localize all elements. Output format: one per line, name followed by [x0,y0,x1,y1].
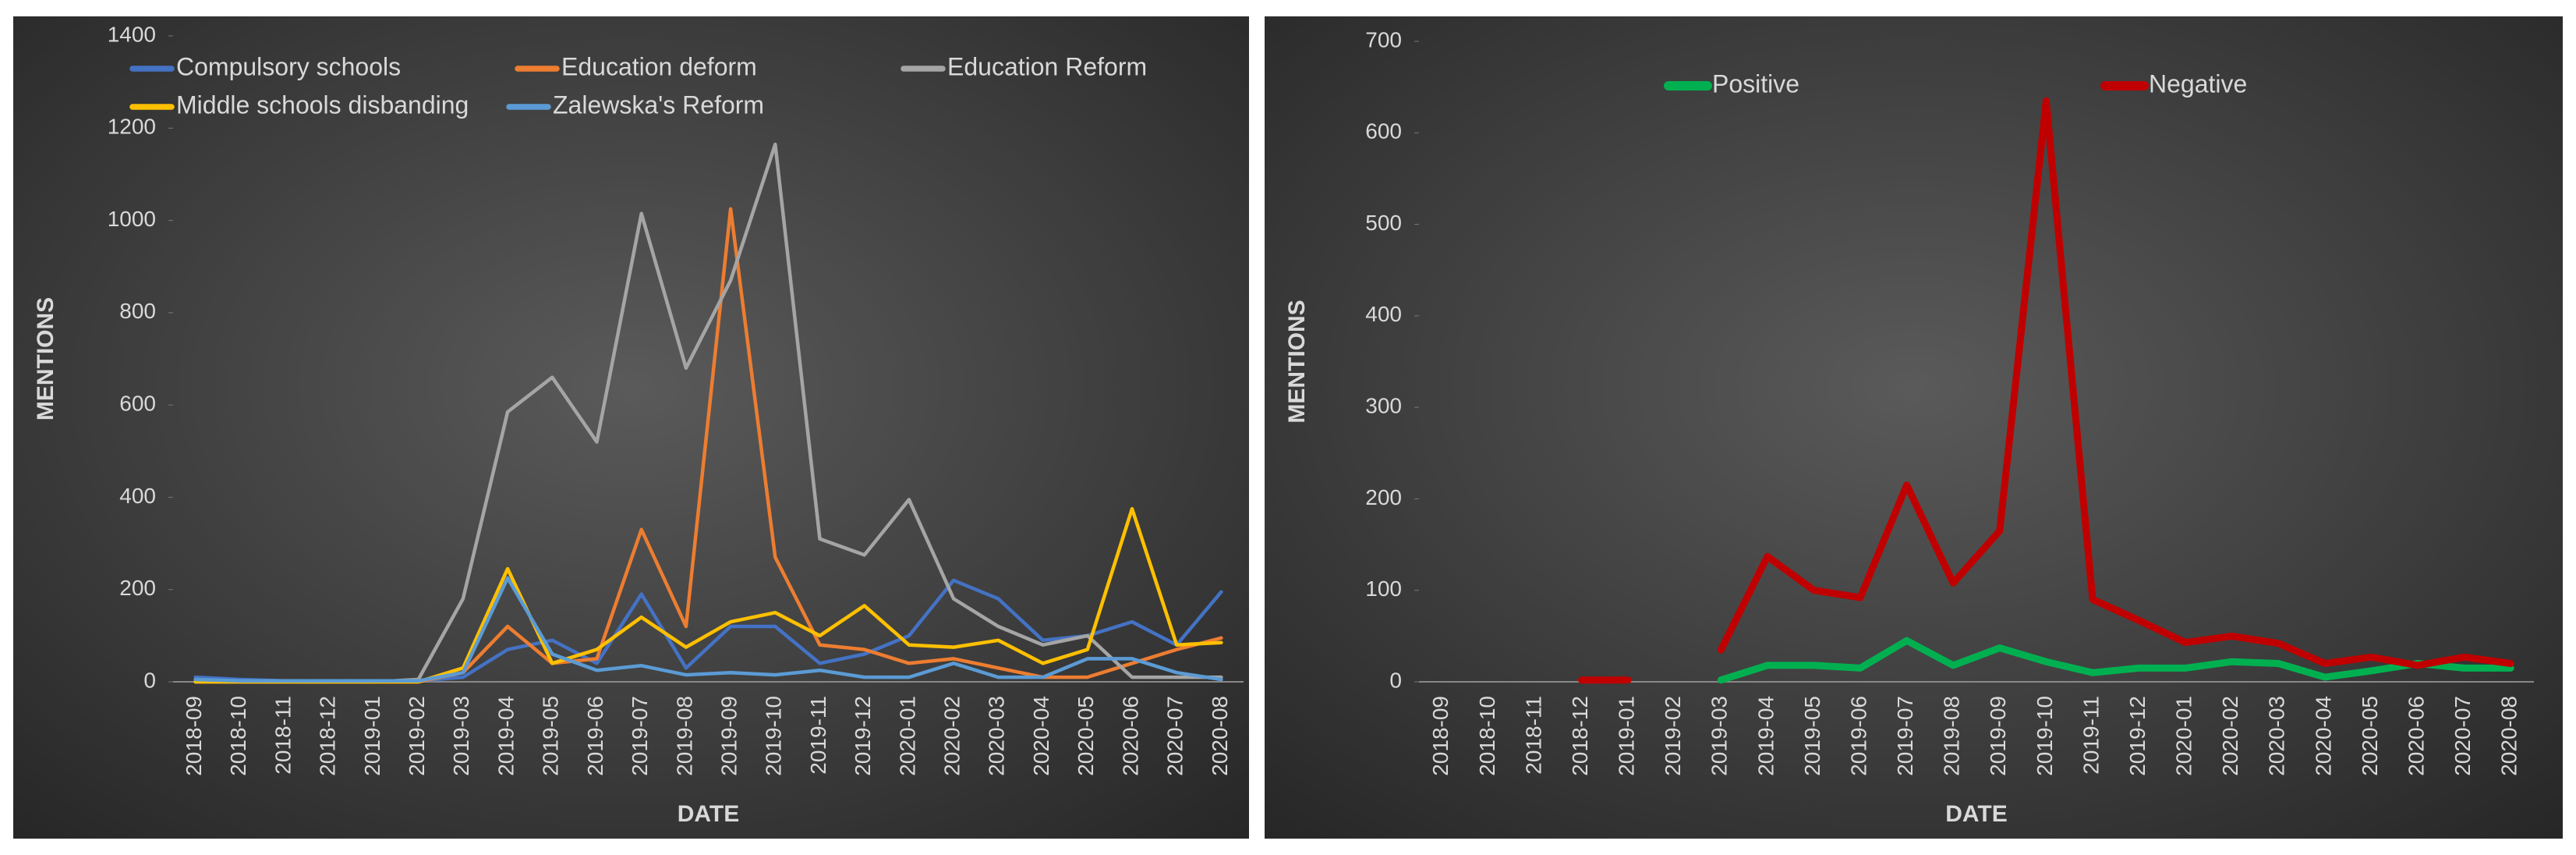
x-tick-label: 2019-07 [628,696,652,776]
legend-label: Education deform [561,52,757,80]
x-tick-label: 2019-03 [1707,696,1732,776]
legend-label: Middle schools disbanding [176,90,469,119]
x-tick-label: 2020-05 [2358,696,2382,776]
x-tick-label: 2019-02 [1661,696,1685,776]
x-tick-label: 2020-05 [1074,696,1098,776]
x-axis-title: DATE [1945,801,2007,827]
x-tick-label: 2018-09 [182,696,206,776]
x-tick-label: 2019-10 [762,696,786,776]
x-tick-label: 2019-04 [494,696,518,776]
x-tick-label: 2020-01 [895,696,919,776]
x-tick-label: 2020-07 [1163,696,1187,776]
y-tick-label: 1200 [108,115,156,139]
x-tick-label: 2019-10 [2033,696,2057,776]
x-tick-label: 2019-08 [1940,696,1964,776]
x-tick-label: 2020-01 [2172,696,2196,776]
x-tick-label: 2019-05 [1800,696,1824,776]
y-tick-label: 1000 [108,207,156,231]
x-tick-label: 2018-10 [1475,696,1499,776]
panel-background [1265,16,2563,839]
x-tick-label: 2018-10 [226,696,250,776]
legend-label: Negative [2149,69,2247,98]
series-line [1717,637,2514,684]
x-tick-label: 2019-06 [583,696,607,776]
x-tick-label: 2020-06 [2404,696,2428,776]
x-tick-label: 2019-06 [1846,696,1870,776]
x-tick-label: 2020-02 [940,696,964,776]
x-tick-label: 2019-03 [449,696,473,776]
y-tick-label: 1400 [108,22,156,46]
series-line [193,576,1223,683]
legend-label: Zalewska's Reform [553,90,764,119]
legend-label: Compulsory schools [176,52,401,80]
y-tick-label: 0 [143,668,156,692]
x-tick-label: 2018-12 [316,696,340,776]
x-tick-label: 2020-03 [2265,696,2289,776]
x-tick-label: 2019-01 [360,696,384,776]
y-tick-label: 0 [1389,668,1402,692]
y-tick-label: 600 [119,392,156,416]
x-tick-label: 2019-01 [1615,696,1639,776]
y-tick-label: 800 [119,299,156,323]
y-tick-label: 300 [1365,394,1402,418]
x-tick-label: 2019-11 [806,696,830,775]
y-tick-label: 700 [1365,27,1402,51]
x-tick-label: 2019-12 [2125,696,2150,776]
x-tick-label: 2020-03 [985,696,1009,776]
series-line [1578,97,2514,684]
x-tick-label: 2018-12 [1568,696,1592,776]
y-tick-label: 600 [1365,119,1402,144]
y-tick-label: 200 [119,576,156,600]
panel-background [13,16,1249,839]
x-tick-label: 2020-08 [2497,696,2521,776]
legend-label: Positive [1712,69,1799,98]
x-tick-label: 2018-11 [1521,696,1545,775]
y-tick-label: 200 [1365,485,1402,509]
x-tick-label: 2020-04 [1029,696,1053,776]
x-tick-label: 2019-09 [717,696,741,776]
x-tick-label: 2018-09 [1428,696,1453,776]
y-tick-label: 400 [1365,302,1402,326]
x-tick-label: 2019-02 [405,696,429,776]
legend-label: Education Reform [947,52,1147,80]
y-axis-title: MENTIONS [33,297,58,420]
x-tick-label: 2018-11 [271,696,295,775]
x-tick-label: 2020-02 [2218,696,2242,776]
x-tick-label: 2019-08 [672,696,696,776]
y-tick-label: 400 [119,484,156,508]
x-tick-label: 2020-06 [1118,696,1142,776]
x-tick-label: 2019-11 [2079,696,2103,775]
x-tick-label: 2020-07 [2450,696,2475,776]
x-tick-label: 2020-04 [2311,696,2335,776]
x-tick-label: 2019-09 [1986,696,2010,776]
x-tick-label: 2019-05 [539,696,563,776]
x-tick-label: 2019-07 [1893,696,1917,776]
y-tick-label: 500 [1365,211,1402,235]
x-tick-label: 2019-04 [1753,696,1778,776]
x-axis-title: DATE [678,801,739,827]
x-tick-label: 2020-08 [1208,696,1232,776]
y-axis-title: MENTIONS [1284,300,1310,423]
y-tick-label: 100 [1365,577,1402,601]
x-tick-label: 2019-12 [851,696,875,776]
